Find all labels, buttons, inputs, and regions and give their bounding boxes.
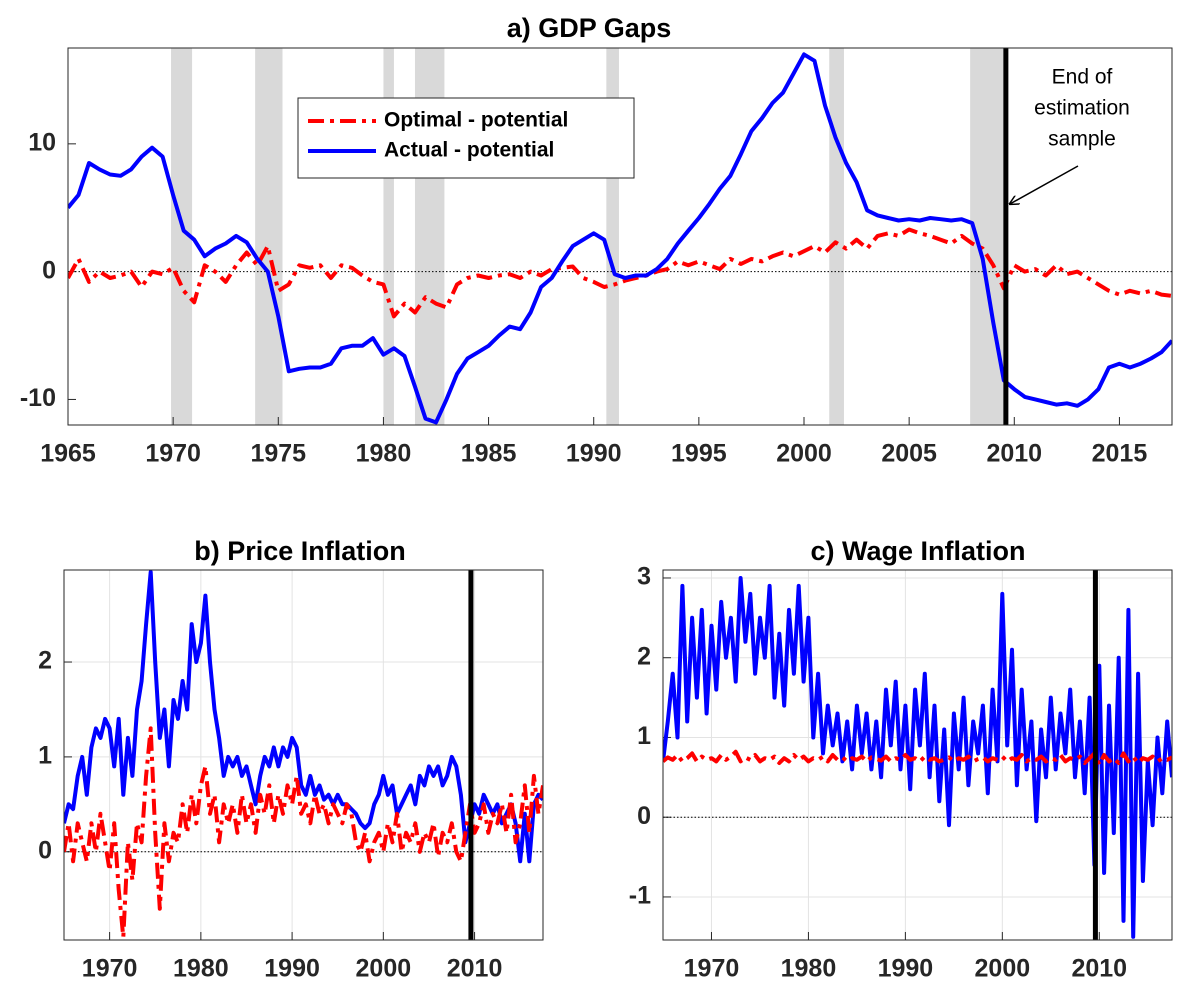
x-tick-label: 2015 <box>1092 440 1148 468</box>
recession-band <box>383 48 394 425</box>
y-tick-label: 10 <box>28 128 56 156</box>
x-tick-label: 1990 <box>878 955 934 983</box>
y-tick-label: 0 <box>42 256 56 284</box>
annotation: estimation <box>1034 97 1130 120</box>
series-line <box>68 227 1172 319</box>
y-tick-label: 2 <box>38 647 52 675</box>
x-tick-label: 1990 <box>264 955 320 983</box>
annotation: sample <box>1048 128 1116 151</box>
y-tick-label: 1 <box>38 742 52 770</box>
axes-frame <box>67 47 1173 426</box>
chart-title: a) GDP Gaps <box>507 13 672 43</box>
recession-band <box>255 48 283 425</box>
x-tick-label: 2010 <box>447 955 503 983</box>
x-tick-label: 1975 <box>250 440 306 468</box>
x-tick-label: 2005 <box>881 440 937 468</box>
panel: 1970 1980 1990 2000 2010 -1 0 1 2 3 c) Wage Inflat… <box>629 536 1173 983</box>
y-tick-label: 3 <box>637 563 651 591</box>
x-tick-label: 2000 <box>776 440 832 468</box>
series-line <box>64 570 543 864</box>
axes-frame <box>662 569 1173 941</box>
y-tick-label: 0 <box>38 836 52 864</box>
chart-title: c) Wage Inflation <box>811 536 1026 566</box>
lines <box>64 570 543 940</box>
legend-label: Actual - potential <box>384 139 554 162</box>
series-line <box>663 576 1172 939</box>
x-tick-label: 1970 <box>82 955 138 983</box>
x-tick-label: 1965 <box>40 440 96 468</box>
x-tick-label: 1990 <box>566 440 622 468</box>
legend-box <box>297 97 635 179</box>
x-tick-label: 2010 <box>1071 955 1127 983</box>
series-line <box>64 726 543 940</box>
panel: 1970 1980 1990 2000 2010 0 1 2 b) Price Inflatio… <box>38 536 544 983</box>
lines <box>663 576 1172 939</box>
series-line <box>663 749 1172 767</box>
chart-title: b) Price Inflation <box>194 536 406 566</box>
annotation: End of <box>1052 66 1113 89</box>
x-tick-label: 1980 <box>173 955 229 983</box>
legend-label: Optimal - potential <box>384 109 568 132</box>
x-tick-label: 1980 <box>781 955 837 983</box>
y-tick-label: -1 <box>629 882 651 910</box>
recession-band <box>171 48 193 425</box>
x-tick-label: 2000 <box>356 955 412 983</box>
x-tick-label: 1970 <box>145 440 201 468</box>
x-tick-label: 1995 <box>671 440 727 468</box>
x-tick-label: 1980 <box>356 440 412 468</box>
y-tick-label: 1 <box>637 722 651 750</box>
lines <box>68 52 1172 425</box>
x-tick-label: 2000 <box>975 955 1031 983</box>
recession-band <box>829 48 844 425</box>
panel: 1965 1970 1975 1980 1985 1990 1995 2000 2005 2010… <box>20 13 1173 468</box>
legend: Optimal - potential Actual - potential <box>297 97 635 179</box>
series-line <box>68 52 1172 425</box>
annotation-arrow <box>1010 165 1079 204</box>
y-tick-label: 2 <box>637 642 651 670</box>
x-tick-label: 1970 <box>684 955 740 983</box>
axes-frame <box>63 569 544 941</box>
y-tick-label: 0 <box>637 802 651 830</box>
x-tick-label: 2010 <box>986 440 1042 468</box>
x-tick-label: 1985 <box>461 440 517 468</box>
y-tick-label: -10 <box>20 384 56 412</box>
